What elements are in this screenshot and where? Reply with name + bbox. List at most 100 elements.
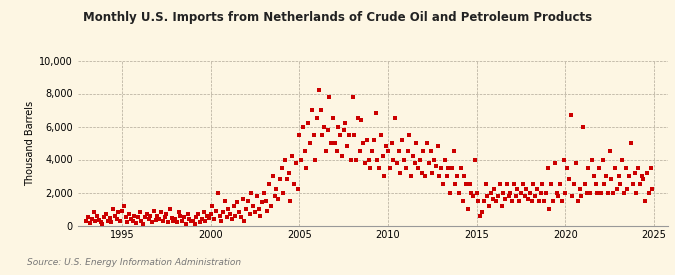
- Point: [546, 182, 557, 186]
- Point: [152, 213, 163, 218]
- Point: [115, 218, 126, 223]
- Point: [329, 141, 340, 145]
- Point: [223, 207, 234, 211]
- Point: [608, 190, 619, 195]
- Point: [549, 161, 560, 165]
- Point: [242, 199, 253, 203]
- Point: [603, 190, 614, 195]
- Point: [448, 149, 459, 153]
- Point: [441, 174, 452, 178]
- Point: [117, 208, 128, 213]
- Point: [163, 220, 173, 224]
- Point: [143, 217, 154, 221]
- Point: [285, 199, 296, 203]
- Point: [319, 124, 329, 129]
- Point: [289, 182, 300, 186]
- Point: [360, 161, 371, 165]
- Point: [188, 218, 198, 223]
- Point: [244, 212, 255, 216]
- Point: [462, 207, 473, 211]
- Y-axis label: Thousand Barrels: Thousand Barrels: [25, 100, 35, 186]
- Point: [179, 215, 190, 219]
- Point: [261, 199, 271, 203]
- Point: [574, 187, 585, 191]
- Point: [613, 174, 624, 178]
- Point: [146, 220, 157, 224]
- Point: [498, 190, 509, 195]
- Point: [294, 133, 304, 137]
- Point: [505, 190, 516, 195]
- Point: [377, 154, 388, 158]
- Point: [303, 121, 314, 125]
- Point: [558, 157, 569, 162]
- Point: [131, 221, 142, 225]
- Point: [620, 166, 631, 170]
- Point: [601, 174, 612, 178]
- Point: [480, 182, 491, 186]
- Point: [389, 116, 400, 120]
- Point: [479, 199, 489, 203]
- Point: [411, 141, 422, 145]
- Point: [560, 190, 571, 195]
- Point: [551, 190, 562, 195]
- Point: [542, 166, 553, 170]
- Point: [395, 170, 406, 175]
- Point: [544, 207, 555, 211]
- Point: [269, 194, 280, 198]
- Point: [312, 116, 323, 120]
- Point: [134, 210, 145, 214]
- Point: [81, 218, 92, 223]
- Point: [138, 222, 148, 226]
- Point: [539, 199, 549, 203]
- Point: [284, 170, 294, 175]
- Point: [331, 149, 342, 153]
- Point: [271, 187, 281, 191]
- Point: [629, 170, 640, 175]
- Point: [388, 157, 399, 162]
- Point: [631, 190, 642, 195]
- Point: [166, 216, 177, 220]
- Point: [460, 182, 471, 186]
- Point: [422, 141, 433, 145]
- Point: [436, 166, 447, 170]
- Point: [587, 157, 597, 162]
- Point: [638, 177, 649, 182]
- Point: [211, 208, 221, 213]
- Point: [354, 149, 365, 153]
- Point: [374, 166, 385, 170]
- Point: [477, 210, 487, 214]
- Point: [145, 213, 156, 218]
- Point: [111, 217, 122, 221]
- Point: [335, 133, 346, 137]
- Point: [194, 220, 205, 224]
- Point: [416, 170, 427, 175]
- Point: [590, 182, 601, 186]
- Point: [562, 166, 572, 170]
- Point: [583, 166, 594, 170]
- Point: [637, 174, 647, 178]
- Point: [306, 108, 317, 112]
- Point: [264, 182, 275, 186]
- Point: [372, 157, 383, 162]
- Point: [508, 182, 519, 186]
- Point: [494, 182, 505, 186]
- Point: [198, 210, 209, 214]
- Point: [337, 154, 348, 158]
- Point: [595, 190, 606, 195]
- Point: [408, 154, 418, 158]
- Point: [351, 157, 362, 162]
- Point: [352, 116, 363, 120]
- Point: [213, 190, 223, 195]
- Point: [189, 222, 200, 226]
- Point: [140, 215, 151, 219]
- Point: [292, 187, 303, 191]
- Point: [392, 161, 402, 165]
- Point: [434, 174, 445, 178]
- Point: [99, 215, 109, 219]
- Point: [473, 199, 484, 203]
- Point: [454, 190, 464, 195]
- Point: [250, 210, 261, 214]
- Point: [95, 220, 106, 224]
- Point: [491, 199, 502, 203]
- Point: [599, 182, 610, 186]
